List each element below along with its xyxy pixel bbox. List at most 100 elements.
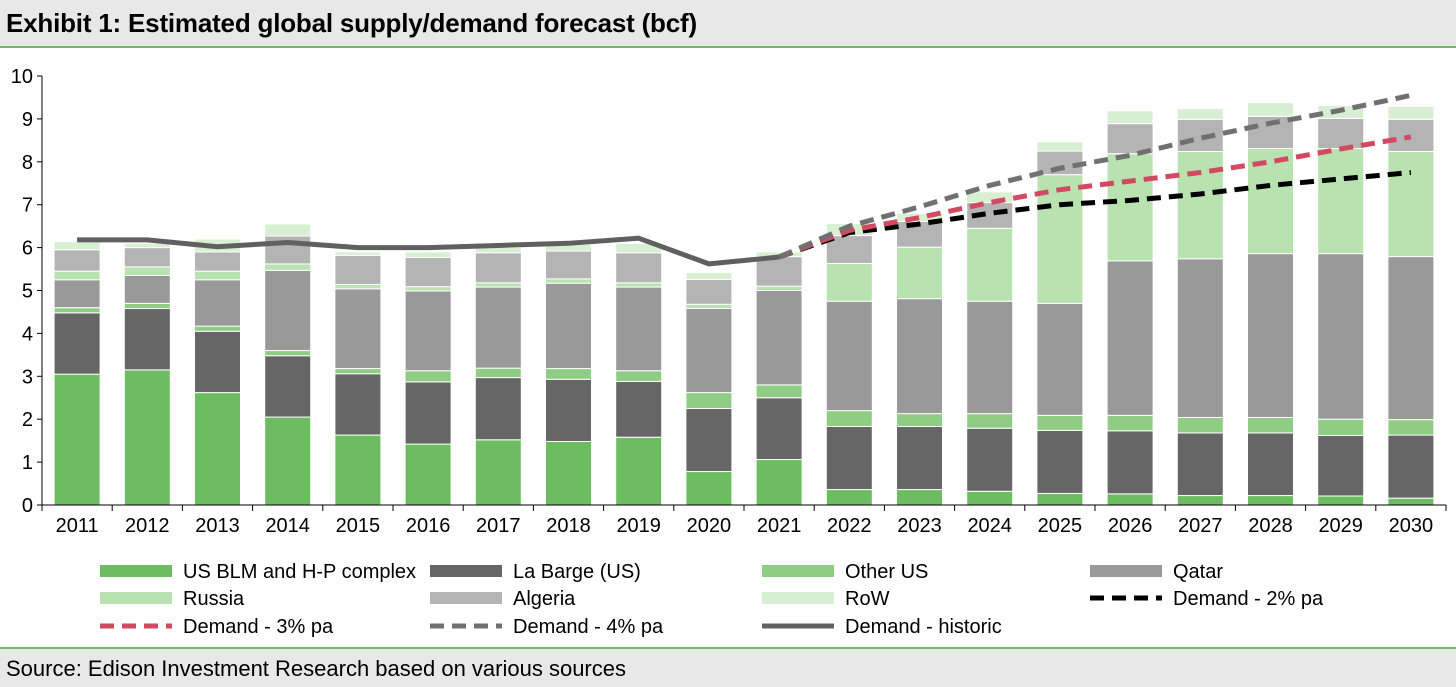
- bar-segment: [404, 381, 452, 445]
- x-tick-label: 2019: [616, 515, 661, 537]
- bar-segment: [896, 425, 943, 491]
- legend-label: Demand - 4% pa: [513, 616, 664, 638]
- x-tick-label: 2024: [967, 515, 1012, 537]
- bar-segment: [1247, 416, 1294, 434]
- bar-segment: [1317, 418, 1365, 437]
- bar-segment: [1247, 495, 1294, 506]
- bar-segment: [896, 246, 943, 300]
- bar-segment: [1387, 105, 1435, 120]
- legend-label: Other US: [845, 561, 928, 583]
- source-bar: Source: Edison Investment Research based…: [0, 647, 1456, 687]
- bar-segment: [404, 370, 452, 383]
- bar-segment: [1106, 123, 1154, 155]
- bar-segment: [755, 285, 803, 291]
- legend-swatch: [430, 565, 502, 577]
- bar-segment: [334, 288, 382, 370]
- bar-segment: [1036, 302, 1084, 416]
- y-tick-label: 4: [22, 323, 33, 345]
- bar-segment: [545, 278, 592, 284]
- bar-segment: [1317, 117, 1365, 150]
- y-tick-label: 5: [22, 281, 33, 303]
- y-tick-label: 2: [22, 409, 33, 431]
- bar-segment: [264, 223, 312, 237]
- bar-segment: [123, 266, 171, 276]
- bar-segment: [1176, 118, 1224, 153]
- bar-segment: [474, 282, 522, 288]
- bar-segment: [825, 262, 873, 302]
- bar-segment: [474, 286, 522, 369]
- bar-segment: [334, 373, 382, 436]
- bar-segment: [53, 312, 101, 375]
- bar-segment: [896, 413, 943, 427]
- x-tick-label: 2023: [897, 515, 942, 537]
- bar-segment: [755, 384, 803, 399]
- bar-segment: [545, 378, 592, 443]
- bar-segment: [53, 307, 101, 314]
- y-tick-label: 0: [22, 495, 33, 517]
- bar-segment: [53, 249, 101, 272]
- x-tick-label: 2013: [195, 515, 240, 537]
- bar-segment: [1036, 414, 1084, 431]
- bar-segment: [404, 256, 452, 288]
- bar-segment: [53, 373, 101, 506]
- bar-segment: [825, 425, 873, 491]
- bar-segment: [194, 270, 241, 281]
- y-tick-label: 10: [11, 66, 33, 88]
- x-tick-label: 2028: [1248, 515, 1293, 537]
- legend-swatch: [100, 592, 172, 604]
- bar-segment: [615, 286, 663, 372]
- bar-segment: [685, 303, 733, 310]
- bar-segment: [966, 227, 1014, 302]
- bar-segment: [404, 251, 452, 258]
- bar-segment: [896, 298, 943, 415]
- bar-segment: [1106, 110, 1154, 125]
- bar-segment: [615, 370, 663, 382]
- bar-segment: [755, 290, 803, 386]
- y-tick-label: 7: [22, 195, 33, 217]
- bar-segment: [1387, 497, 1435, 506]
- bar-segment: [1106, 414, 1154, 432]
- legend-swatch: [1090, 565, 1162, 577]
- legend-label: Demand - 3% pa: [183, 616, 334, 638]
- x-tick-label: 2017: [476, 515, 521, 537]
- bar-segment: [264, 355, 312, 418]
- axes-layer: 0 1 2 3 4 5 6 7 8 9 10 2011 2012 2013 2014 2015 2016 2017…: [11, 66, 1447, 537]
- bar-segment: [685, 278, 733, 305]
- bar-segment: [1176, 108, 1224, 120]
- bar-segment: [123, 274, 171, 304]
- x-tick-label: 2018: [546, 515, 591, 537]
- legend-label: La Barge (US): [513, 561, 641, 583]
- bar-segment: [545, 250, 592, 280]
- bar-segment: [123, 242, 171, 249]
- bar-segment: [615, 252, 663, 284]
- bar-segment: [966, 490, 1014, 506]
- bar-segment: [1106, 260, 1154, 416]
- bar-segment: [194, 330, 241, 394]
- bar-segment: [1106, 153, 1154, 262]
- y-tick-label: 1: [22, 452, 33, 474]
- bar-segment: [1317, 435, 1365, 497]
- bar-segment: [615, 380, 663, 438]
- bar-segment: [545, 441, 592, 506]
- bar-segment: [264, 350, 312, 357]
- bar-segment: [53, 241, 101, 251]
- bar-segment: [825, 300, 873, 412]
- x-tick-label: 2026: [1108, 515, 1153, 537]
- bar-segment: [474, 252, 522, 284]
- bar-segment: [334, 251, 382, 256]
- bar-segment: [1176, 416, 1224, 434]
- x-tick-label: 2012: [125, 515, 170, 537]
- bar-segment: [825, 410, 873, 427]
- legend-label: Demand - historic: [845, 616, 1002, 638]
- x-tick-label: 2022: [827, 515, 872, 537]
- x-tick-label: 2027: [1178, 515, 1223, 537]
- bar-segment: [1036, 174, 1084, 304]
- bar-segment: [1317, 253, 1365, 420]
- bar-segment: [1036, 141, 1084, 152]
- legend-label: US BLM and H-P complex: [183, 561, 416, 583]
- legend-label: Qatar: [1173, 561, 1223, 583]
- bar-segment: [966, 413, 1014, 429]
- bar-segment: [194, 392, 241, 506]
- x-tick-label: 2014: [265, 515, 310, 537]
- x-tick-label: 2030: [1389, 515, 1434, 537]
